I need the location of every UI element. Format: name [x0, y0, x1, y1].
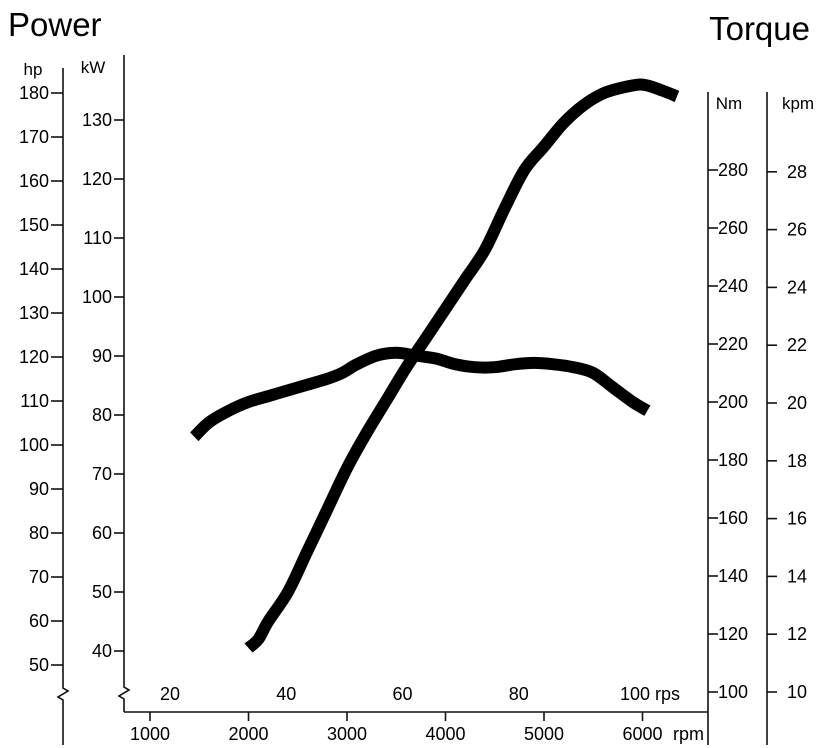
kpm-tick-label: 12 — [787, 624, 807, 644]
hp-tick-label: 90 — [29, 479, 49, 499]
kpm-tick-label: 22 — [787, 335, 807, 355]
hp-tick-label: 80 — [29, 523, 49, 543]
kw-tick-label: 110 — [83, 228, 112, 248]
rps-unit-label: rps — [655, 684, 680, 704]
hp-tick-label: 140 — [19, 259, 49, 279]
curves-layer — [190, 78, 680, 653]
kw-axis-line — [117, 55, 131, 712]
nm-tick-label: 100 — [718, 682, 748, 702]
nm-tick-label: 200 — [718, 392, 748, 412]
hp-tick-label: 170 — [19, 127, 49, 147]
rps-tick-label: 80 — [509, 684, 529, 704]
kpm-tick-label: 26 — [787, 220, 807, 240]
axes-layer: hp 50 60 70 80 90 100 110 120 130 140 150 160 170 180 k… — [19, 55, 814, 745]
hp-tick-label: 160 — [19, 171, 49, 191]
kw-tick-label: 120 — [82, 169, 112, 189]
kpm-tick-label: 24 — [787, 277, 807, 297]
power-curve — [244, 78, 680, 653]
hp-tick-label: 150 — [19, 215, 49, 235]
nm-tick-label: 180 — [718, 450, 748, 470]
kpm-unit-label: kpm — [782, 94, 814, 113]
kpm-tick-label: 20 — [787, 393, 807, 413]
nm-tick-label: 120 — [718, 624, 748, 644]
hp-tick-label: 110 — [20, 391, 49, 411]
hp-tick-label: 70 — [29, 567, 49, 587]
torque-title: Torque — [709, 10, 810, 47]
nm-tick-label: 260 — [718, 218, 748, 238]
rpm-tick-label: 1000 — [130, 724, 170, 744]
kw-tick-label: 60 — [92, 523, 112, 543]
kpm-tick-label: 14 — [787, 566, 807, 586]
nm-tick-label: 240 — [718, 276, 748, 296]
rpm-tick-label: 3000 — [327, 724, 367, 744]
rpm-tick-label: 6000 — [622, 724, 662, 744]
kpm-tick-label: 18 — [787, 451, 807, 471]
nm-tick-label: 220 — [718, 334, 748, 354]
rpm-unit-label: rpm — [673, 724, 704, 744]
rps-tick-label: 40 — [276, 684, 296, 704]
rpm-tick-label: 4000 — [425, 724, 465, 744]
kpm-tick-label: 28 — [787, 162, 807, 182]
rps-tick-label: 60 — [392, 684, 412, 704]
hp-axis-line — [56, 68, 70, 745]
rps-tick-label: 20 — [160, 684, 180, 704]
kw-tick-label: 70 — [92, 464, 112, 484]
kw-tick-label: 40 — [92, 641, 112, 661]
kpm-tick-label: 10 — [787, 682, 807, 702]
kw-tick-label: 130 — [82, 110, 112, 130]
hp-tick-label: 120 — [19, 347, 49, 367]
hp-tick-label: 130 — [19, 303, 49, 323]
hp-unit-label: hp — [24, 60, 43, 79]
nm-tick-label: 140 — [718, 566, 748, 586]
nm-tick-label: 280 — [718, 160, 748, 180]
hp-tick-label: 60 — [29, 611, 49, 631]
power-title: Power — [8, 6, 102, 43]
kw-unit-label: kW — [81, 58, 106, 77]
hp-tick-label: 100 — [19, 435, 49, 455]
hp-tick-label: 50 — [29, 655, 49, 675]
nm-tick-label: 160 — [718, 508, 748, 528]
hp-tick-label: 180 — [19, 83, 49, 103]
rpm-tick-label: 5000 — [524, 724, 564, 744]
rps-tick-label: 100 — [620, 684, 650, 704]
torque-curve — [190, 346, 651, 442]
nm-unit-label: Nm — [716, 94, 742, 113]
rpm-tick-label: 2000 — [228, 724, 268, 744]
kw-tick-label: 50 — [92, 582, 112, 602]
kw-tick-label: 80 — [92, 405, 112, 425]
kw-tick-label: 100 — [82, 287, 112, 307]
kw-tick-label: 90 — [92, 346, 112, 366]
kpm-tick-label: 16 — [787, 509, 807, 529]
